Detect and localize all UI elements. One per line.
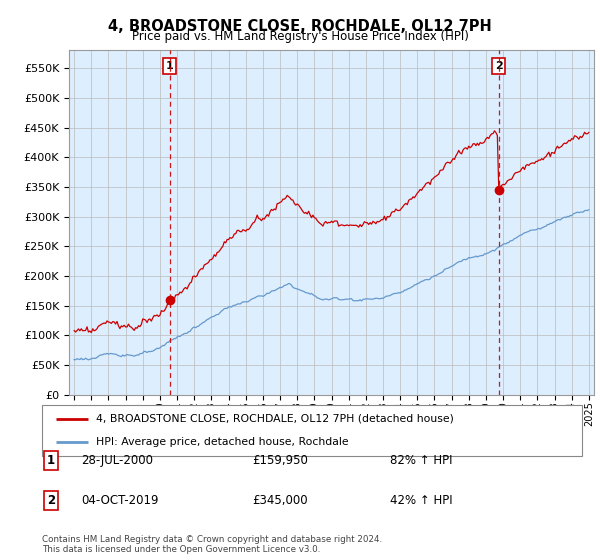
Text: £345,000: £345,000 [252, 494, 308, 507]
Text: 42% ↑ HPI: 42% ↑ HPI [390, 494, 452, 507]
FancyBboxPatch shape [42, 405, 582, 456]
Text: 1: 1 [47, 454, 55, 467]
Text: 4, BROADSTONE CLOSE, ROCHDALE, OL12 7PH: 4, BROADSTONE CLOSE, ROCHDALE, OL12 7PH [108, 19, 492, 34]
Text: 28-JUL-2000: 28-JUL-2000 [81, 454, 153, 467]
Text: Contains HM Land Registry data © Crown copyright and database right 2024.
This d: Contains HM Land Registry data © Crown c… [42, 535, 382, 554]
Text: Price paid vs. HM Land Registry's House Price Index (HPI): Price paid vs. HM Land Registry's House … [131, 30, 469, 43]
Text: 4, BROADSTONE CLOSE, ROCHDALE, OL12 7PH (detached house): 4, BROADSTONE CLOSE, ROCHDALE, OL12 7PH … [96, 414, 454, 424]
Text: 2: 2 [47, 494, 55, 507]
Text: 04-OCT-2019: 04-OCT-2019 [81, 494, 158, 507]
Text: 2: 2 [495, 61, 503, 71]
Text: 82% ↑ HPI: 82% ↑ HPI [390, 454, 452, 467]
Text: 1: 1 [166, 61, 173, 71]
Text: £159,950: £159,950 [252, 454, 308, 467]
Text: HPI: Average price, detached house, Rochdale: HPI: Average price, detached house, Roch… [96, 437, 349, 447]
